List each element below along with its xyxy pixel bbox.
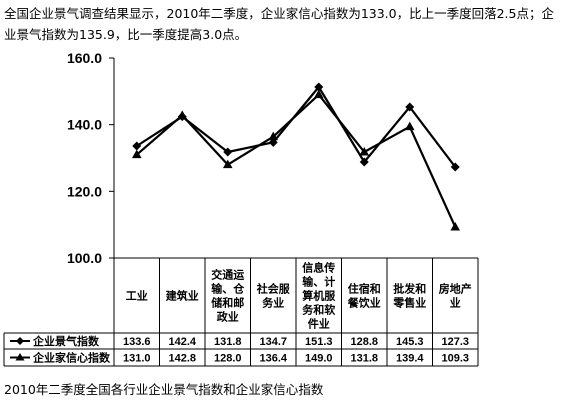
data-point-triangle: [131, 149, 142, 159]
data-point-triangle: [313, 89, 324, 99]
category-label: 社会服: [256, 282, 291, 296]
y-tick-label: 100.0: [67, 250, 102, 266]
data-point-triangle: [268, 131, 279, 141]
y-tick-label: 140.0: [67, 117, 102, 133]
table-value: 127.3: [441, 336, 469, 348]
chart-caption: 2010年二季度全国各行业企业景气指数和企业家信心指数: [4, 382, 324, 397]
legend-label: 企业家信心指数: [32, 351, 111, 365]
category-label: 建筑业: [166, 289, 199, 303]
category-label: 务业: [262, 296, 284, 310]
data-point-triangle: [222, 159, 233, 169]
intro-paragraph: 全国企业景气调查结果显示，2010年二季度，企业家信心指数为133.0，比上一季…: [4, 6, 554, 42]
category-label: 储和邮: [211, 296, 244, 310]
table-value: 109.3: [441, 353, 469, 365]
data-point-diamond: [132, 141, 142, 151]
category-label: 零售业: [392, 296, 426, 310]
table-value: 128.8: [350, 336, 378, 348]
table-value: 145.3: [396, 336, 424, 348]
data-point-triangle: [450, 222, 461, 231]
y-tick-label: 160.0: [67, 50, 102, 66]
table-value: 142.8: [168, 353, 196, 365]
y-tick-label: 120.0: [67, 183, 102, 199]
category-label: 算机服: [301, 289, 336, 303]
legend-marker-diamond: [16, 337, 24, 345]
category-label: 输、仓: [211, 282, 245, 296]
table-value: 134.7: [259, 336, 287, 348]
data-point-triangle: [359, 147, 370, 156]
table-value: 151.3: [305, 336, 333, 348]
category-label: 批发和: [393, 282, 426, 296]
table-value: 149.0: [305, 353, 333, 365]
table-value: 131.0: [123, 353, 151, 365]
data-point-diamond: [314, 82, 324, 92]
legend-marker-triangle: [15, 353, 25, 361]
data-point-diamond: [450, 162, 460, 172]
table-value: 128.0: [214, 353, 242, 365]
category-label: 房地产: [439, 282, 472, 296]
category-label: 业: [450, 296, 461, 310]
data-point-diamond: [359, 157, 369, 167]
category-label: 交通运: [211, 268, 244, 282]
table-value: 136.4: [259, 353, 287, 365]
category-label: 输、计: [302, 275, 335, 289]
category-label: 件业: [308, 317, 330, 331]
table-value: 142.4: [168, 336, 196, 348]
category-label: 餐饮业: [347, 296, 381, 310]
series-line-2: [136, 93, 457, 228]
table-value: 139.4: [396, 353, 424, 365]
data-point-triangle: [177, 110, 188, 119]
legend-label: 企业景气指数: [32, 334, 100, 348]
table-value: 133.6: [123, 336, 151, 348]
data-point-diamond: [223, 147, 233, 157]
category-label: 务和软: [302, 303, 336, 317]
table-value: 131.8: [214, 336, 242, 348]
category-label: 工业: [126, 289, 148, 303]
table-value: 131.8: [350, 353, 378, 365]
category-label: 住宿和: [348, 282, 381, 296]
category-label: 信息传: [302, 261, 335, 275]
data-point-triangle: [404, 121, 415, 131]
category-label: 政业: [217, 310, 239, 324]
data-point-diamond: [405, 102, 415, 112]
